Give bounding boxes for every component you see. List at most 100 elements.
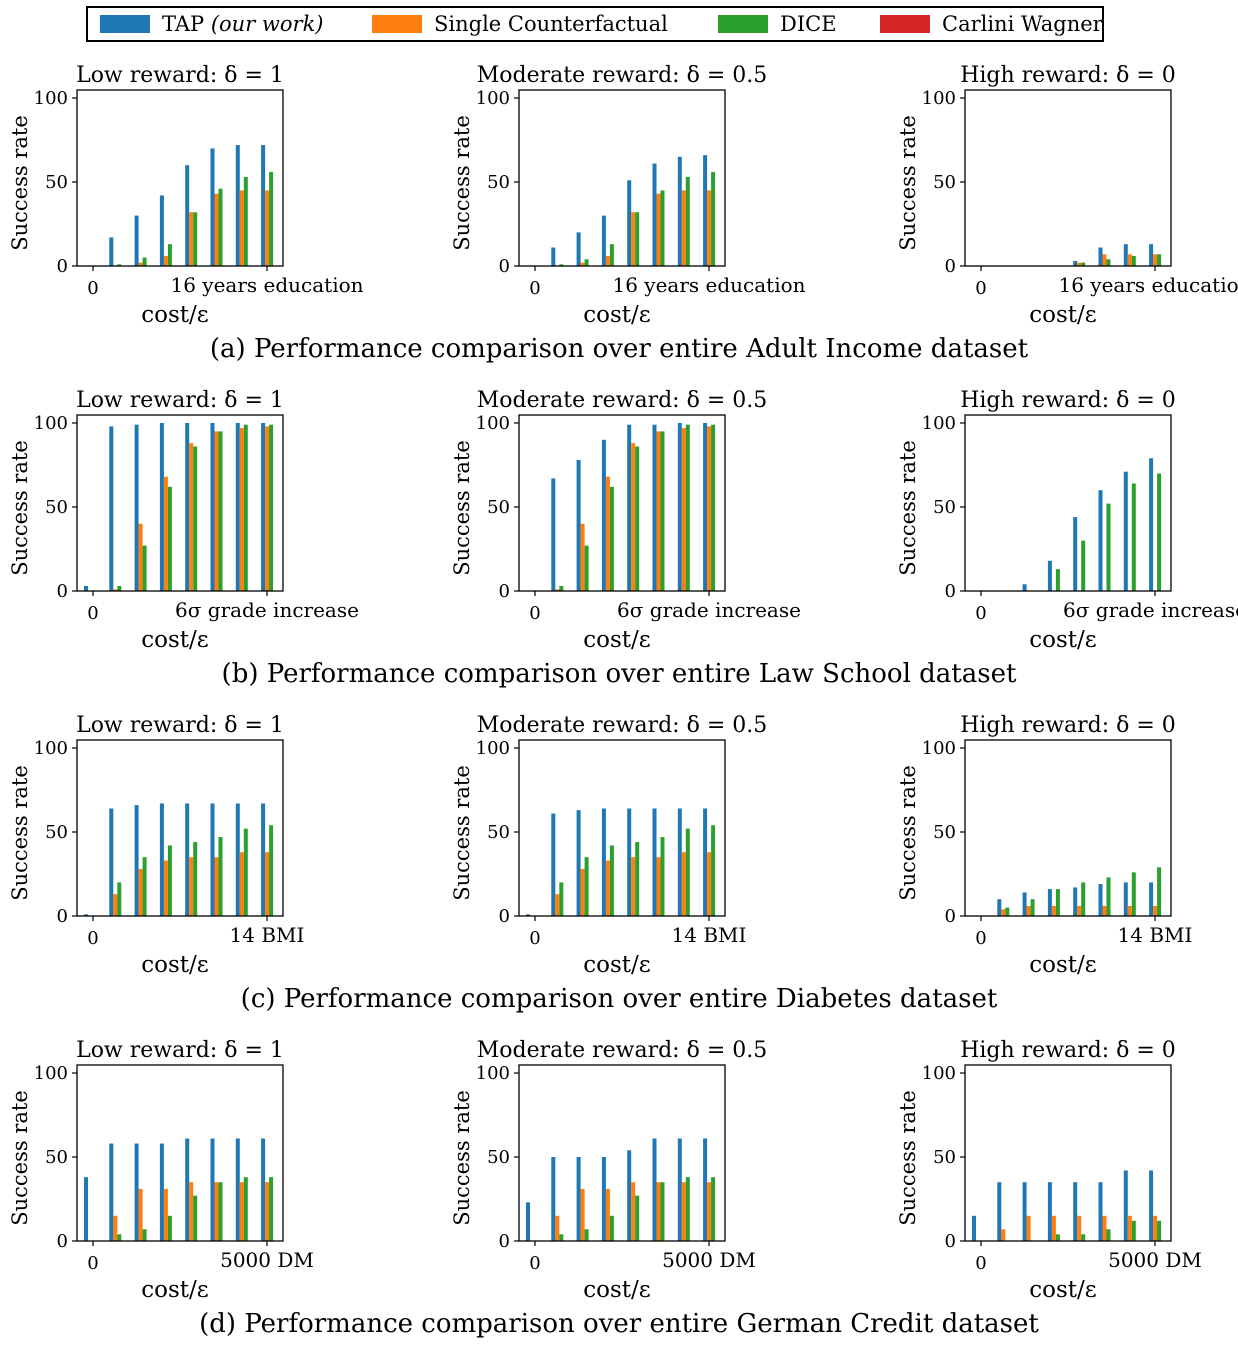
xtick-label-max-r1c1: 6σ grade increase [617,598,801,622]
bar-tap-r3c0-7 [261,1138,266,1241]
ytick-label-r3c2-100: 100 [922,1063,956,1084]
bar-tap-r1c1-5 [652,424,657,591]
bar-dice-r0c1-3 [609,244,614,266]
bar-tap-r2c2-2 [1022,892,1027,916]
bar-single-counterfactual-r3c2-7 [1153,1215,1158,1241]
bar-dice-r0c0-1 [117,264,122,266]
bar-tap-r2c1-7 [703,808,708,916]
ytick-label-r2c1-50: 50 [487,822,510,843]
bar-dice-r3c0-2 [142,1229,147,1241]
bar-single-counterfactual-r0c1-2 [580,262,585,266]
bar-single-counterfactual-r0c2-4 [1077,262,1082,266]
bar-tap-r1c2-7 [1149,458,1154,591]
bar-single-counterfactual-r1c1-1 [555,589,560,591]
chart-title-r1c2: High reward: δ = 0 [960,388,1176,413]
bar-single-counterfactual-r3c1-5 [656,1182,661,1241]
bar-tap-r1c0-4 [185,423,190,591]
bar-dice-r0c0-6 [243,176,248,266]
ytick-label-r3c1-0: 0 [499,1231,510,1252]
bar-single-counterfactual-r1c0-1 [113,589,118,591]
bar-tap-r3c1-4 [627,1150,632,1241]
yaxis-label-r2c1: Success rate [450,765,474,901]
xaxis-label-r1c2: cost/ε [1029,627,1096,653]
bar-dice-r1c1-6 [685,424,690,591]
bar-single-counterfactual-r3c1-1 [555,1215,560,1241]
bar-single-counterfactual-r1c1-3 [605,476,610,591]
bar-tap-r0c2-6 [1123,244,1128,266]
bar-single-counterfactual-r2c0-6 [239,852,244,916]
xtick-label-zero-r2c0: 0 [87,928,98,949]
ytick-label-r2c0-0: 0 [57,906,68,927]
bar-tap-r2c0-5 [210,803,215,916]
bar-tap-r1c2-6 [1123,471,1128,591]
bar-tap-r0c1-1 [551,247,556,266]
bar-single-counterfactual-r3c2-3 [1051,1215,1056,1241]
yaxis-label-r3c1: Success rate [450,1090,474,1226]
bar-tap-r2c2-3 [1047,889,1052,916]
bar-dice-r0c0-3 [167,244,172,266]
plot-frame-r0c0 [76,89,284,267]
plot-frame-r2c2 [964,739,1172,917]
bar-single-counterfactual-r3c0-6 [239,1182,244,1241]
xtick-label-max-r2c1: 14 BMI [672,923,747,947]
plot-frame-r0c1 [518,89,726,267]
bar-tap-r0c1-3 [601,215,606,266]
bar-tap-r0c0-3 [159,195,164,266]
plot-frame-r3c2 [964,1064,1172,1242]
ytick-label-r1c0-50: 50 [45,497,68,518]
bar-dice-r1c2-7 [1157,473,1162,591]
bar-dice-r1c0-4 [193,446,198,591]
bar-tap-r0c2-7 [1149,244,1154,266]
bar-tap-r0c0-5 [210,148,215,266]
xtick-label-max-r3c0: 5000 DM [220,1248,314,1272]
bar-single-counterfactual-r3c1-6 [681,1182,686,1241]
chart-title-r3c0: Low reward: δ = 1 [76,1038,284,1063]
bar-tap-r0c0-6 [235,145,240,266]
bar-dice-r1c1-7 [711,424,716,591]
yaxis-label-r1c1: Success rate [450,440,474,576]
bar-single-counterfactual-r3c1-4 [631,1182,636,1241]
bar-tap-r1c0-0 [84,585,88,591]
bar-single-counterfactual-r0c2-7 [1153,254,1158,266]
bar-dice-r1c2-6 [1131,483,1136,591]
bar-dice-r2c2-2 [1030,899,1035,916]
xtick-label-max-r2c2: 14 BMI [1118,923,1193,947]
bar-dice-r0c0-5 [218,188,223,266]
xtick-label-zero-r2c1: 0 [529,928,540,949]
bar-single-counterfactual-r3c0-3 [163,1188,168,1241]
xtick-label-zero-r3c1: 0 [529,1253,540,1274]
bar-dice-r2c1-1 [559,882,564,916]
chart-title-r2c0: Low reward: δ = 1 [76,713,284,738]
bar-tap-r2c1-5 [652,808,657,916]
bar-single-counterfactual-r3c2-6 [1127,1215,1132,1241]
bar-single-counterfactual-r0c0-4 [189,212,194,266]
bar-dice-r0c1-1 [559,264,564,266]
legend-label-tap: TAP [162,12,205,36]
bar-dice-r1c2-5 [1106,503,1111,591]
ytick-label-r3c1-100: 100 [476,1063,510,1084]
bar-tap-r0c1-5 [652,163,657,266]
yaxis-label-r3c0: Success rate [8,1090,32,1226]
bar-tap-r2c0-6 [235,803,240,916]
bar-dice-r0c1-4 [635,212,640,266]
xtick-label-max-r1c0: 6σ grade increase [175,598,359,622]
xtick-label-max-r3c1: 5000 DM [662,1248,756,1272]
plot-frame-r2c0 [76,739,284,917]
xtick-label-zero-r3c0: 0 [87,1253,98,1274]
bar-dice-r0c2-5 [1106,259,1111,266]
bar-tap-r3c1-0 [526,1202,530,1241]
bar-dice-r3c0-5 [218,1182,223,1241]
bar-single-counterfactual-r1c1-6 [681,428,686,591]
bar-single-counterfactual-r3c0-2 [138,1188,143,1241]
plot-frame-r3c1 [518,1064,726,1242]
ytick-label-r1c1-0: 0 [499,581,510,602]
bar-single-counterfactual-r3c1-7 [707,1182,712,1241]
bar-tap-r3c0-0 [84,1177,88,1241]
bar-dice-r3c1-6 [685,1177,690,1241]
bar-dice-r3c0-6 [243,1177,248,1241]
legend-swatch-dice [718,15,768,33]
ytick-label-r1c1-100: 100 [476,413,510,434]
xtick-label-zero-r0c2: 0 [975,278,986,299]
ytick-label-r2c1-0: 0 [499,906,510,927]
bar-tap-r2c2-4 [1073,887,1078,916]
